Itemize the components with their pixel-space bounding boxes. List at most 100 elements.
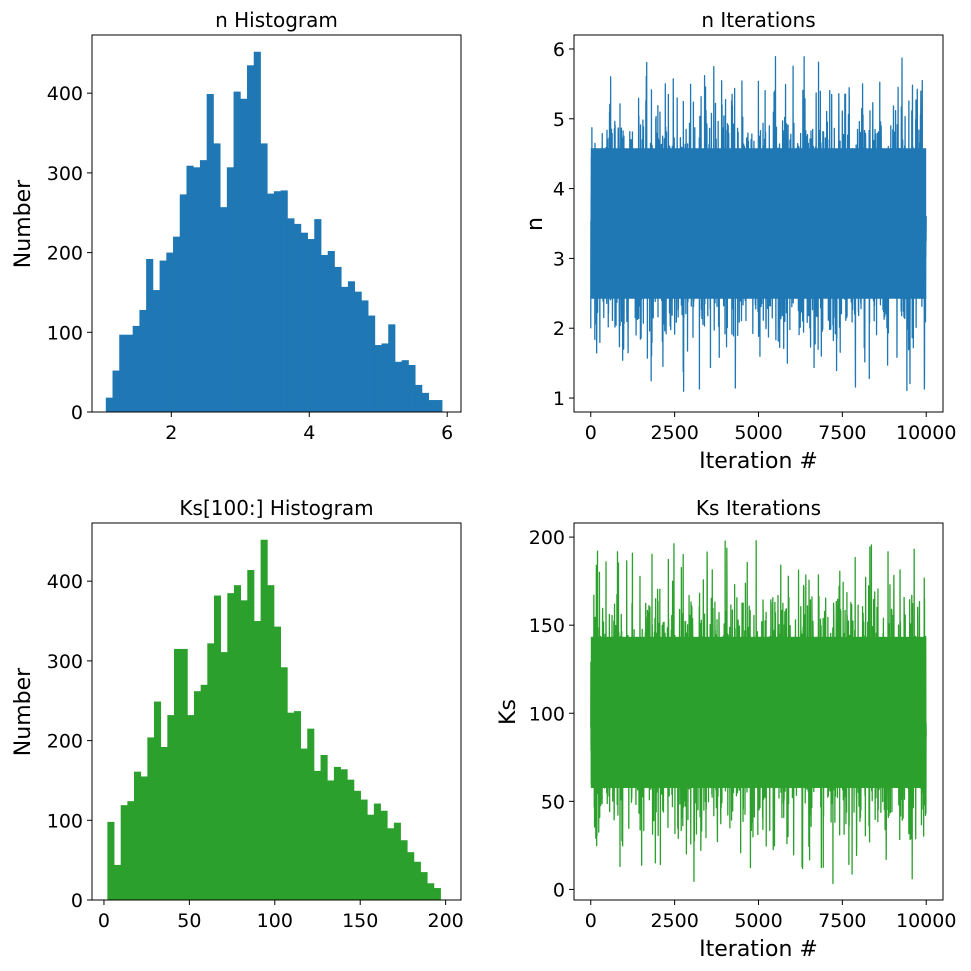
- ks-histogram-panel: Ks[100:] Histogram Number 0 50 100 150 200 0 1…: [11, 496, 464, 932]
- n-histogram-ytick-label: 100: [47, 322, 83, 344]
- n-histogram-bar: [213, 143, 221, 412]
- n-histogram-bar: [341, 286, 349, 412]
- n-histogram-bar: [253, 51, 261, 412]
- ks-histogram-bar: [300, 748, 308, 900]
- n-histogram-ticks: 2 4 6 0 100 200 300 400: [47, 83, 454, 444]
- ks-iterations-panel: Ks Iterations Ks Iteration # 0 2500 5000 75…: [496, 496, 956, 962]
- n-histogram-bar: [327, 250, 335, 412]
- ks-histogram-ytick-label: 300: [47, 651, 83, 673]
- n-histogram-bar: [247, 65, 255, 412]
- ks-histogram-bar: [293, 711, 301, 900]
- ks-histogram-bar: [320, 754, 328, 900]
- ks-histogram-bar: [200, 684, 208, 900]
- ks-histogram-bars: [107, 539, 441, 900]
- n-iterations-ytick-label: 4: [553, 179, 565, 201]
- ks-histogram-bar: [427, 883, 435, 900]
- ks-histogram-bar: [413, 861, 421, 900]
- ks-iterations-ylabel: Ks: [496, 699, 521, 725]
- ks-histogram-bar: [180, 648, 188, 900]
- n-iterations-ticks: 0 2500 5000 7500 10000 1 2 3 4 5 6: [553, 39, 957, 444]
- ks-histogram-ytick-label: 400: [47, 571, 83, 593]
- ks-iterations-axes: [573, 522, 944, 901]
- n-histogram-bar: [388, 324, 396, 412]
- ks-histogram-bar: [360, 799, 368, 900]
- ks-histogram-bar: [247, 570, 255, 900]
- n-iterations-xtick-label: 2500: [650, 422, 698, 444]
- ks-iterations-title: Ks Iterations: [696, 496, 821, 520]
- n-histogram-bar: [267, 193, 275, 412]
- n-iterations-ytick-label: 3: [553, 248, 565, 270]
- n-iterations-xtick-label: 5000: [734, 422, 782, 444]
- ks-histogram-xtick-label: 150: [342, 910, 378, 932]
- ks-iterations-xlabel: Iteration #: [699, 937, 818, 962]
- n-histogram-bar: [146, 258, 154, 412]
- n-iterations-ytick-label: 6: [553, 39, 565, 61]
- ks-histogram-xtick-label: 100: [257, 910, 293, 932]
- ks-histogram-bar: [400, 840, 408, 900]
- ks-histogram-bar: [120, 805, 128, 900]
- n-iterations-xtick-label: 7500: [818, 422, 866, 444]
- n-histogram-bar: [112, 370, 120, 412]
- ks-iterations-xtick-label: 5000: [734, 910, 782, 932]
- n-iterations-ylabel: n: [523, 217, 548, 231]
- n-histogram-bar: [273, 191, 282, 412]
- ks-iterations-ytick-label: 0: [553, 879, 565, 901]
- n-histogram-bar: [199, 160, 208, 412]
- n-histogram-bar: [287, 218, 295, 412]
- n-histogram-bar: [368, 315, 376, 412]
- ks-histogram-bar: [213, 595, 222, 900]
- ks-histogram-bar: [154, 701, 162, 900]
- n-histogram-bar: [320, 254, 329, 412]
- ks-histogram-bar: [260, 539, 268, 900]
- n-iterations-panel: n Iterations n Iteration # 0 2500 5000 7500…: [523, 8, 956, 474]
- ks-histogram-bar: [333, 766, 341, 900]
- n-histogram-bar: [354, 291, 362, 412]
- ks-histogram-bar: [340, 769, 348, 900]
- n-histogram-bar: [240, 98, 248, 412]
- ks-histogram-bar: [280, 667, 288, 900]
- ks-histogram-bar: [420, 872, 428, 900]
- n-histogram-bar: [334, 266, 342, 412]
- ks-histogram-axes: [91, 522, 462, 901]
- n-histogram-bar: [314, 219, 322, 412]
- n-histogram-bar: [119, 334, 127, 412]
- n-histogram-xtick-label: 4: [303, 422, 315, 444]
- ks-iterations-dense-band: [590, 636, 927, 788]
- ks-histogram-bar: [114, 864, 122, 900]
- ks-histogram-bar: [187, 715, 195, 900]
- n-histogram-panel: n Histogram Number 2 4 6 0 100 200 300 400: [11, 8, 462, 444]
- n-iterations-ytick-label: 5: [553, 109, 565, 131]
- ks-iterations-ytick-label: 150: [529, 615, 565, 637]
- ks-histogram-bar: [433, 888, 441, 900]
- n-iterations-xtick-label: 10000: [896, 422, 956, 444]
- ks-iterations-ytick-label: 100: [529, 703, 565, 725]
- n-histogram-bar: [307, 239, 315, 412]
- ks-histogram-ytick-label: 100: [47, 810, 83, 832]
- ks-histogram-bar: [367, 814, 375, 900]
- n-histogram-ytick-label: 200: [47, 243, 83, 265]
- ks-histogram-bar: [227, 593, 235, 900]
- n-histogram-bar: [374, 345, 382, 412]
- n-iterations-ytick-label: 2: [553, 318, 565, 340]
- n-histogram-bar: [226, 167, 234, 412]
- ks-histogram-bar: [207, 643, 215, 900]
- ks-histogram-ytick-label: 0: [71, 890, 83, 912]
- n-histogram-bar: [401, 360, 409, 412]
- ks-iterations-xtick-label: 2500: [650, 910, 698, 932]
- ks-histogram-bar: [220, 652, 228, 900]
- n-histogram-xtick-label: 6: [441, 422, 453, 444]
- n-histogram-xtick-label: 2: [165, 422, 177, 444]
- ks-histogram-bar: [313, 770, 321, 900]
- n-iterations-title: n Iterations: [701, 8, 815, 32]
- n-histogram-bar: [381, 343, 389, 412]
- ks-iterations-xtick-label: 7500: [818, 910, 866, 932]
- ks-histogram-bar: [127, 801, 135, 900]
- n-histogram-bar: [300, 232, 308, 412]
- n-histogram-bar: [132, 325, 140, 412]
- ks-histogram-ylabel: Number: [11, 667, 36, 756]
- ks-histogram-xtick-label: 200: [427, 910, 463, 932]
- n-iterations-axes: [573, 34, 944, 413]
- n-histogram-ytick-label: 300: [47, 163, 83, 185]
- n-iterations-xlabel: Iteration #: [699, 449, 818, 474]
- n-histogram-bar: [347, 281, 356, 412]
